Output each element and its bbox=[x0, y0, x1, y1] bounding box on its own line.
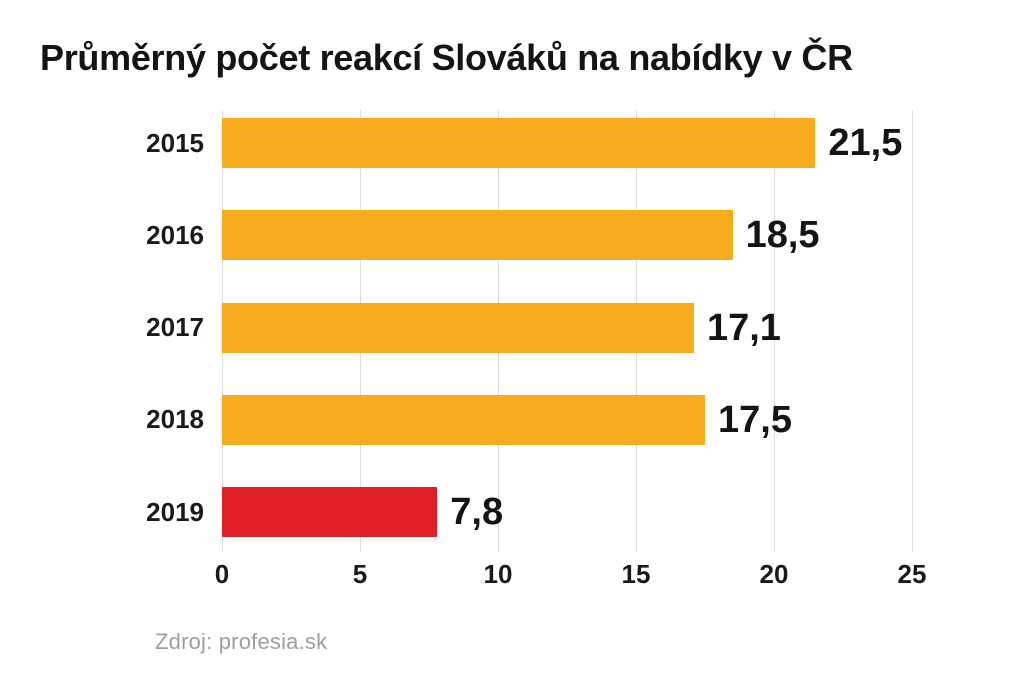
bar-rows: 2015 21,5 2016 18,5 2017 17,1 2018 bbox=[0, 110, 1024, 545]
category-label: 2019 bbox=[146, 496, 204, 527]
x-tick-0: 0 bbox=[214, 559, 230, 589]
x-axis: 0 5 10 15 20 25 bbox=[215, 559, 927, 593]
x-tick-25: 25 bbox=[897, 559, 927, 589]
bar-track: 21,5 bbox=[222, 118, 912, 168]
bar-row-2015: 2015 21,5 bbox=[0, 118, 1024, 168]
x-tick-15: 15 bbox=[621, 559, 651, 589]
bar-track: 17,1 bbox=[222, 302, 912, 353]
source-credit: Zdroj: profesia.sk bbox=[155, 629, 328, 654]
x-tick-10: 10 bbox=[483, 559, 513, 589]
x-tick-5: 5 bbox=[352, 559, 368, 589]
category-label: 2015 bbox=[146, 127, 204, 158]
gridline-20 bbox=[773, 110, 775, 552]
bar-track: 18,5 bbox=[222, 210, 912, 261]
value-label: 18,5 bbox=[745, 214, 820, 257]
bar-2019-highlight bbox=[222, 487, 438, 537]
bar-track: 17,5 bbox=[222, 394, 912, 445]
bar-row-2017: 2017 17,1 bbox=[0, 302, 1024, 353]
chart-title: Průměrný počet reakcí Slováků na nabídky… bbox=[40, 37, 853, 78]
category-label: 2018 bbox=[146, 404, 204, 435]
category-label: 2016 bbox=[146, 219, 204, 250]
bar-2017 bbox=[222, 302, 694, 353]
value-label: 21,5 bbox=[828, 122, 903, 164]
value-label: 7,8 bbox=[450, 491, 504, 533]
bar-row-2016: 2016 18,5 bbox=[0, 210, 1024, 261]
x-tick-20: 20 bbox=[759, 559, 789, 589]
gridline-25 bbox=[911, 110, 913, 552]
bar-row-2018: 2018 17,5 bbox=[0, 394, 1024, 445]
bar-2015 bbox=[222, 118, 816, 168]
bar-2016 bbox=[222, 210, 733, 261]
bar-row-2019: 2019 7,8 bbox=[0, 487, 1024, 537]
value-label: 17,1 bbox=[706, 306, 781, 349]
bar-2018 bbox=[222, 394, 705, 445]
value-label: 17,5 bbox=[718, 398, 792, 441]
bar-track: 7,8 bbox=[222, 487, 912, 537]
category-label: 2017 bbox=[146, 312, 204, 342]
